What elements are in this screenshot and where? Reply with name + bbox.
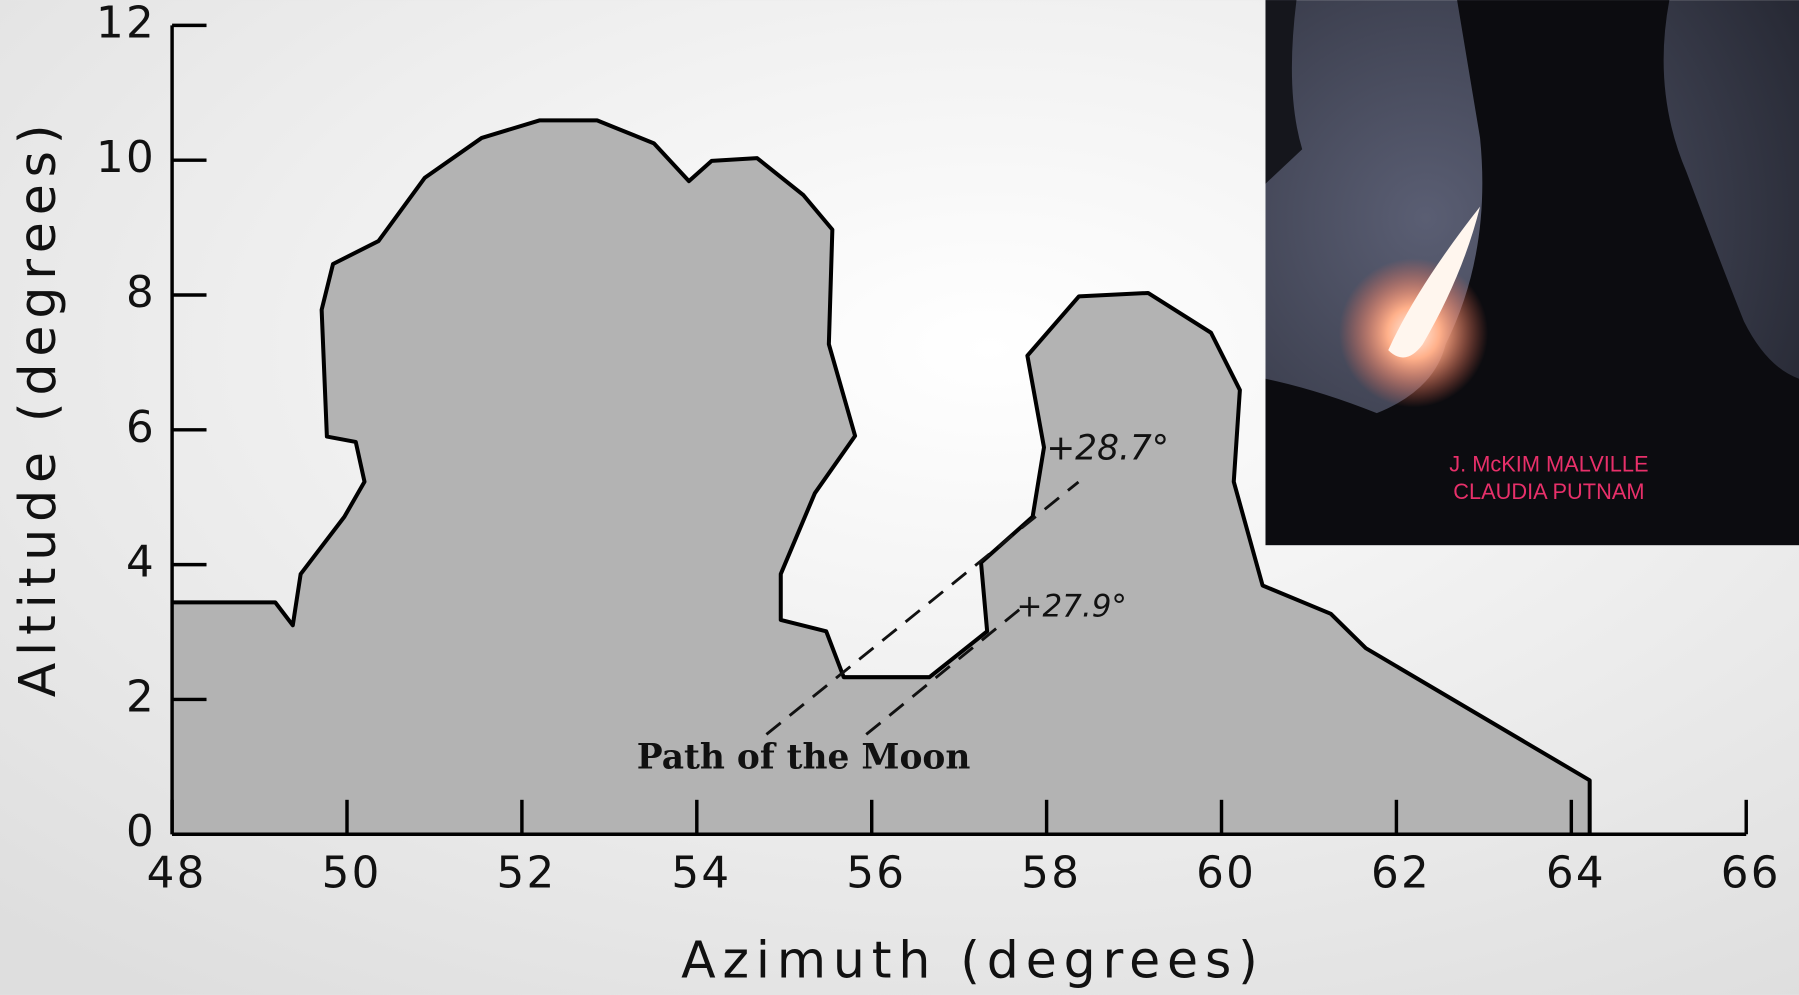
annotation: +27.9° [1017,589,1127,625]
y-tick-label: 8 [126,268,156,318]
y-tick-label: 12 [96,0,156,48]
x-tick-label: 56 [846,849,906,899]
y-tick-label: 4 [126,538,156,588]
x-tick-label: 66 [1721,849,1781,899]
x-tick-label: 50 [322,849,382,899]
photo-rock [1265,0,1303,184]
x-tick-label: 54 [671,849,731,899]
x-tick-label: 62 [1371,849,1431,899]
photo-rock [1265,0,1799,546]
y-axis-title: Altitude (degrees) [8,118,67,698]
x-tick-label: 58 [1021,849,1081,899]
x-tick-label: 64 [1546,849,1606,899]
x-axis-title: Azimuth (degrees) [681,930,1265,989]
moon-paths [765,480,1080,736]
annotation: +28.7° [1046,428,1169,468]
moon-path-line [865,607,1023,736]
area-fill [172,120,1590,835]
plot: 0 2 4 6 8 10 12 48 50 52 54 56 58 60 62 64 66 [96,0,1781,899]
y-tick-label: 0 [126,807,156,857]
x-tick-label: 48 [147,849,207,899]
inset-photo: J. McKIM MALVILLE CLAUDIA PUTNAM [1265,0,1799,546]
y-tick-label: 2 [126,672,156,722]
inset-credit: CLAUDIA PUTNAM [1453,479,1644,504]
x-tick-label: 52 [496,849,556,899]
photo-moon-trail [1388,206,1481,358]
annotation: Path of the Moon [637,738,971,778]
silhouette-line [172,118,1592,835]
inset-credit: J. McKIM MALVILLE [1449,452,1648,477]
x-tick-label: 60 [1196,849,1256,899]
y-tick-label: 10 [96,133,156,183]
y-tick-label: 6 [126,403,156,453]
moon-path-line [765,480,1080,736]
